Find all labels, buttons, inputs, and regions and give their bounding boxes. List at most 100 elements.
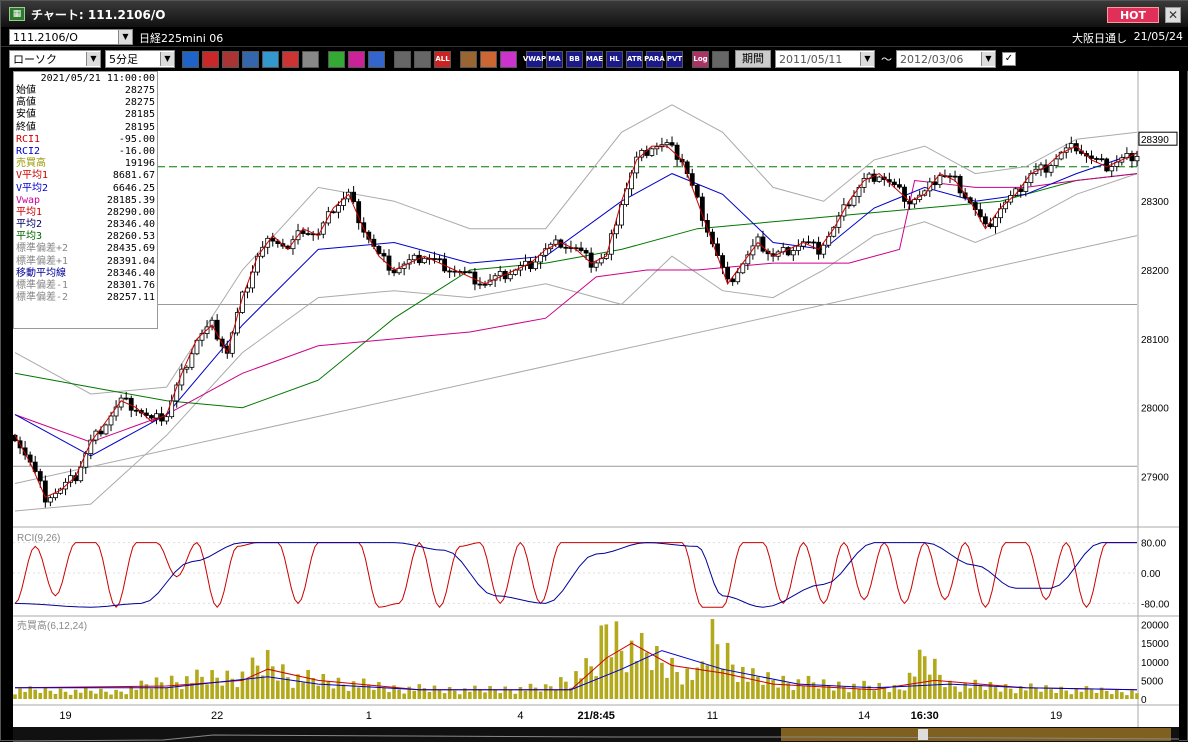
wrench-icon[interactable] <box>480 50 497 68</box>
period-button[interactable]: 期間 <box>735 50 771 68</box>
volume-bar <box>740 666 745 699</box>
overview-scrollbar[interactable] <box>13 727 1179 742</box>
candle-body <box>118 397 124 408</box>
volume-bar <box>902 690 907 699</box>
bb-icon[interactable]: BB <box>566 50 583 68</box>
info-panel: 2021/05/21 11:00:00 始値 28275 高値 28275 安値 2818… <box>13 71 158 329</box>
rci-line <box>14 541 1137 609</box>
candle-body <box>811 241 816 244</box>
info-label: 終値 <box>16 121 36 133</box>
candle-a-icon[interactable] <box>394 50 411 68</box>
close-icon[interactable]: ✕ <box>1165 7 1181 23</box>
volume-bar <box>179 689 184 699</box>
date-range-separator: 〜 <box>881 53 892 66</box>
candle-body <box>103 424 109 435</box>
ma-icon[interactable]: MA <box>546 50 563 68</box>
candle-body <box>947 175 953 178</box>
checkbox-icon[interactable]: ✓ <box>1002 52 1016 66</box>
bar-icon[interactable] <box>202 50 219 68</box>
volume-bar <box>270 666 275 699</box>
chart-canvas[interactable]: 27900 28000 28100 28200 28300 28390 RCI(9,26) 8… <box>13 71 1179 727</box>
info-value: 28275 <box>124 85 155 96</box>
alert-icon[interactable] <box>302 50 319 68</box>
overview-canvas[interactable] <box>13 727 1179 742</box>
chart-area[interactable]: 27900 28000 28100 28200 28300 28390 RCI(9,26) 8… <box>13 71 1179 727</box>
candle-body <box>144 412 149 416</box>
current-date: 21/05/24 <box>1133 30 1183 43</box>
x-tick-label: 4 <box>517 710 523 722</box>
info-value: 6646.25 <box>112 182 155 194</box>
volume-bar <box>149 688 154 699</box>
candle-body <box>123 397 129 400</box>
window-icon[interactable] <box>262 50 279 68</box>
mae-icon[interactable]: MAE <box>586 50 603 68</box>
volume-bar <box>837 681 841 699</box>
volume-bar <box>58 688 63 699</box>
volume-bar <box>826 685 831 699</box>
interval-select[interactable]: 5分足 ▼ <box>105 50 175 68</box>
atr-icon[interactable]: ATR <box>626 50 643 68</box>
x-tick-label: 19 <box>1050 710 1062 722</box>
info-label: 標準偏差+2 <box>16 243 69 255</box>
volume-bar <box>963 682 967 699</box>
info-row: RCI1 -95.00 <box>14 134 157 146</box>
volume-bar <box>159 682 164 699</box>
candle-body <box>164 416 170 422</box>
volume-bar <box>715 644 720 699</box>
volume-bar <box>786 683 791 699</box>
from-date-value: 2011/05/11 <box>779 52 843 66</box>
candle-body <box>507 273 513 280</box>
volume-bar <box>584 658 588 699</box>
all-icon[interactable]: ALL <box>434 50 451 68</box>
volume-bar <box>235 687 240 699</box>
hl-icon[interactable]: HL <box>606 50 623 68</box>
chart-type-select[interactable]: ローソク ▼ <box>9 50 101 68</box>
candle-body <box>133 409 139 412</box>
moving-average-red-line <box>14 145 1138 498</box>
zoom-icon[interactable] <box>182 50 199 68</box>
log-icon[interactable]: Log <box>692 50 709 68</box>
symbol-input[interactable]: 111.2106/O ▼ <box>9 29 133 45</box>
to-date-picker[interactable]: 2012/03/06 ▼ <box>896 50 996 68</box>
chevron-down-icon[interactable]: ▼ <box>860 52 874 66</box>
vwap-icon[interactable]: VWAP <box>523 50 546 68</box>
volume-bar <box>407 686 412 699</box>
hot-button[interactable]: HOT <box>1107 7 1159 23</box>
volume-bar <box>412 690 417 699</box>
volume-average-red-line <box>14 642 1138 691</box>
layout-icon[interactable] <box>712 50 729 68</box>
chevron-down-icon[interactable]: ▼ <box>86 52 100 66</box>
para-icon[interactable]: PARA <box>644 50 665 68</box>
volume-bar <box>83 687 88 699</box>
from-date-picker[interactable]: 2011/05/11 ▼ <box>775 50 875 68</box>
arrow-icon[interactable] <box>368 50 385 68</box>
volume-bar <box>174 682 179 699</box>
volume-bar <box>801 685 806 699</box>
candle-body <box>694 184 700 198</box>
candle-b-icon[interactable] <box>414 50 431 68</box>
volume-bar <box>331 688 336 699</box>
candle-body <box>669 142 675 146</box>
volume-bar <box>644 652 649 699</box>
tools-icon[interactable] <box>460 50 477 68</box>
info-label: 売買高 <box>16 158 46 170</box>
candle-body <box>563 246 569 249</box>
candle-body <box>336 205 341 213</box>
candle-body <box>1134 156 1140 162</box>
x-tick-label: 11 <box>707 710 718 722</box>
volume-bar <box>887 692 892 699</box>
chevron-down-icon[interactable]: ▼ <box>981 52 995 66</box>
search-icon[interactable] <box>242 50 259 68</box>
cursor-icon[interactable] <box>348 50 365 68</box>
volume-bar <box>559 677 563 699</box>
pen-icon[interactable] <box>328 50 345 68</box>
chevron-down-icon[interactable]: ▼ <box>160 52 174 66</box>
cross-icon[interactable] <box>282 50 299 68</box>
pvt-icon[interactable]: PVT <box>666 50 683 68</box>
volume-bar <box>735 681 740 699</box>
chevron-down-icon[interactable]: ▼ <box>118 30 132 44</box>
palette-icon[interactable] <box>500 50 517 68</box>
candle-body <box>927 181 933 192</box>
toolbar-buttons: ALL VWAP MA BB MAE HL ATR PARA PVT Log <box>179 50 729 68</box>
hand-icon[interactable] <box>222 50 239 68</box>
